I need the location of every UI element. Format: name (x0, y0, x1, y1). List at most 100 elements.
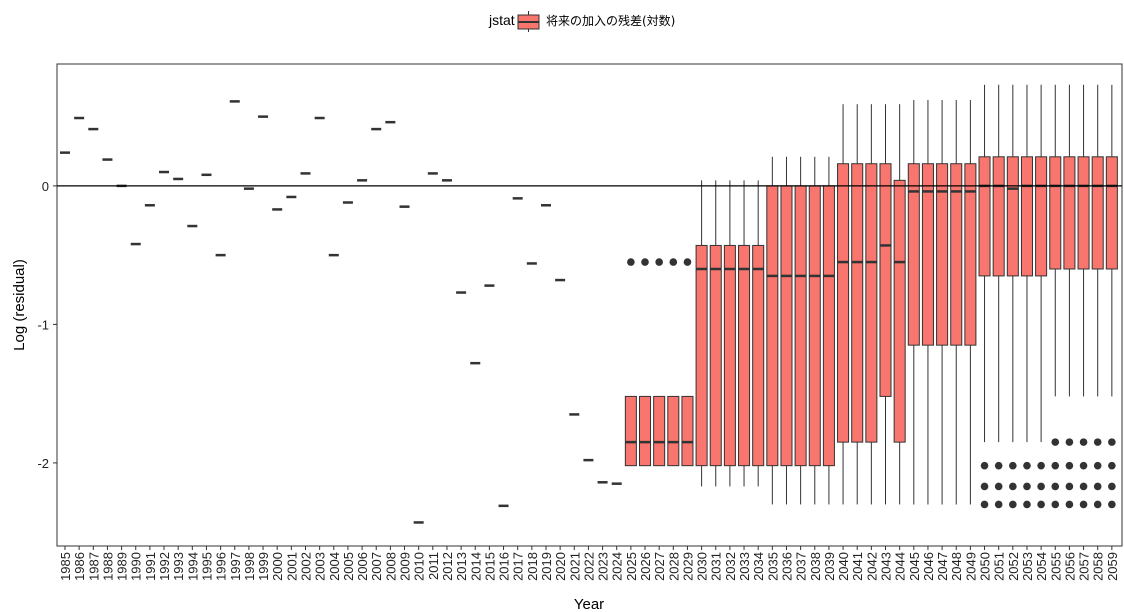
outlier-point (1093, 500, 1102, 509)
box-body (1035, 156, 1048, 277)
x-tick-label: 2035 (765, 552, 780, 581)
x-tick-label: 1998 (242, 552, 257, 581)
x-tick-label: 1992 (157, 552, 172, 581)
x-tick-label: 2030 (695, 552, 710, 581)
x-tick-label: 2027 (652, 552, 667, 581)
box-2038 (808, 156, 821, 505)
box-body (738, 244, 751, 467)
x-tick-label: 2042 (864, 552, 879, 581)
outlier-point (980, 461, 989, 470)
x-tick-label: 2002 (298, 552, 313, 581)
outlier-point (994, 461, 1003, 470)
outlier-point (1093, 461, 1102, 470)
box-2042 (865, 104, 878, 505)
box-body (837, 163, 850, 443)
box-body (638, 395, 652, 467)
outlier-point (655, 258, 663, 266)
outlier-point (1108, 438, 1116, 446)
box-2039 (822, 156, 835, 505)
box-body (709, 244, 722, 467)
x-tick-label: 2029 (680, 552, 695, 581)
box-body (653, 395, 666, 467)
x-tick-label: 2046 (921, 552, 936, 581)
x-tick-label: 2025 (624, 552, 639, 581)
box-body (681, 395, 694, 467)
x-tick-label: 2019 (539, 552, 554, 581)
x-tick-label: 1988 (100, 552, 115, 581)
box-body (822, 185, 835, 467)
x-tick-label: 2014 (468, 552, 483, 581)
x-tick-label: 2037 (794, 552, 809, 581)
x-tick-label: 2010 (412, 552, 427, 581)
x-axis-title: Year (574, 596, 604, 612)
box-body (978, 156, 991, 277)
box-2030 (695, 180, 708, 487)
box-body (907, 163, 920, 346)
outlier-point (1037, 461, 1045, 470)
x-tick-label: 2007 (369, 552, 384, 581)
outlier-point (1051, 482, 1060, 491)
legend-label: 将来の加入の残差(対数) (546, 13, 675, 28)
outlier-point (1079, 500, 1088, 509)
x-axis: 1985 1986 1987 1988 1989 1990 1991 1992 1993 1994… (58, 546, 1120, 581)
x-tick-label: 2022 (581, 552, 596, 581)
x-tick-label: 2034 (751, 552, 766, 581)
x-tick-label: 2015 (482, 552, 497, 581)
box-2059 (1105, 84, 1118, 509)
outlier-point (994, 500, 1003, 509)
box-body (808, 185, 821, 467)
outlier-point (1023, 482, 1031, 491)
box-body (794, 185, 807, 467)
x-tick-label: 1995 (199, 552, 214, 581)
outlier-point (1065, 438, 1074, 446)
x-tick-label: 2033 (737, 552, 752, 581)
x-tick-label: 2036 (779, 552, 794, 581)
x-tick-label: 2008 (383, 552, 398, 581)
box-2035 (766, 156, 779, 505)
box-2027 (653, 258, 666, 467)
x-tick-label: 1985 (58, 552, 73, 581)
outlier-point (1108, 461, 1116, 470)
box-body (624, 395, 637, 467)
outlier-point (669, 258, 678, 266)
box-2034 (752, 180, 765, 487)
x-tick-label: 2006 (355, 552, 370, 581)
box-2052 (1006, 84, 1019, 509)
x-tick-label: 2044 (893, 552, 908, 581)
x-tick-label: 2004 (327, 552, 342, 581)
x-tick-label: 2047 (935, 552, 950, 581)
box-body (695, 244, 708, 467)
x-tick-label: 2050 (978, 552, 993, 581)
outlier-point (1037, 500, 1045, 509)
x-tick-label: 2052 (1006, 552, 1021, 581)
x-tick-label: 1994 (185, 552, 200, 581)
outlier-point (641, 258, 649, 266)
outlier-point (980, 500, 989, 509)
outlier-point (1065, 482, 1074, 491)
x-tick-label: 2049 (963, 552, 978, 581)
x-tick-label: 2045 (907, 552, 922, 581)
x-tick-label: 2041 (850, 552, 865, 581)
x-tick-label: 2000 (270, 552, 285, 581)
x-tick-label: 2016 (497, 552, 512, 581)
box-body (1020, 156, 1033, 277)
outlier-point (1065, 461, 1074, 470)
x-tick-label: 1993 (171, 552, 186, 581)
x-tick-label: 2005 (341, 552, 356, 581)
x-tick-label: 2018 (525, 552, 540, 581)
box-2031 (709, 180, 722, 487)
outlier-point (1108, 482, 1116, 491)
outlier-point (1108, 500, 1116, 509)
outlier-point (1079, 461, 1088, 470)
box-2041 (851, 104, 864, 505)
outlier-point (1051, 500, 1060, 509)
box-body (1091, 156, 1104, 270)
x-tick-label: 1991 (143, 552, 158, 581)
x-tick-label: 2038 (808, 552, 823, 581)
box-body (1077, 156, 1090, 270)
box-body (667, 395, 680, 467)
y-tick-label: 0 (42, 179, 49, 194)
x-tick-label: 2021 (567, 552, 582, 581)
outlier-point (1009, 500, 1017, 509)
box-2043 (879, 104, 892, 505)
